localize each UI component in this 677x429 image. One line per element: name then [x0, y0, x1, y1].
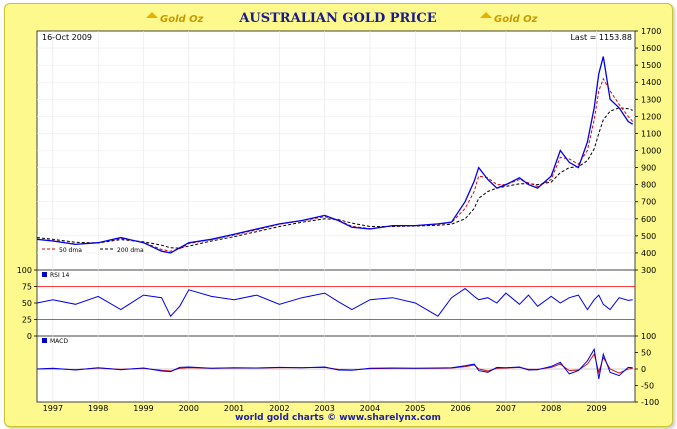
macd-tick-label: 50 — [641, 349, 651, 358]
y-tick-label: 1700 — [641, 27, 661, 36]
header-logo-right: Gold Oz — [480, 12, 538, 25]
tick-labels: 1997 1998 1999 2000 2001 2002 2003 2004 2005 2006… — [17, 27, 662, 413]
date-label: 16-Oct 2009 — [42, 33, 92, 42]
macd-label: MACD — [50, 338, 68, 345]
macd-tick-label: -100 — [641, 398, 659, 407]
grid — [37, 31, 635, 402]
y-tick-label: 1300 — [641, 95, 661, 104]
rsi-tick-label: 50 — [22, 299, 32, 308]
x-tick-label: 2009 — [586, 404, 606, 413]
x-tick-label: 2001 — [224, 404, 244, 413]
x-tick-label: 1999 — [133, 404, 153, 413]
rsi-legend-swatch — [42, 272, 47, 277]
x-tick-label: 2008 — [541, 404, 561, 413]
dma200-line — [36, 107, 633, 249]
y-tick-label: 1000 — [641, 147, 661, 156]
x-tick-label: 1998 — [88, 404, 108, 413]
series-group — [36, 56, 634, 379]
rsi-label: RSI 14 — [50, 272, 69, 279]
x-tick-label: 2004 — [360, 404, 380, 413]
page-title: AUSTRALIAN GOLD PRICE — [238, 11, 436, 26]
rsi-line — [36, 287, 633, 318]
y-tick-label: 1600 — [641, 44, 661, 53]
gold-ingot-icon — [146, 12, 158, 18]
macd-line — [36, 347, 633, 379]
x-tick-label: 2007 — [496, 404, 516, 413]
y-tick-label: 800 — [641, 181, 656, 190]
rsi-tick-label: 75 — [22, 283, 32, 292]
y-tick-label: 1100 — [641, 129, 661, 138]
header-logo-left: Gold Oz — [146, 12, 204, 25]
rsi-tick-label: 25 — [22, 316, 32, 325]
y-tick-label: 900 — [641, 164, 656, 173]
x-tick-label: 2005 — [405, 404, 425, 413]
last-price-label: Last = 1153.88 — [570, 33, 632, 42]
price-line — [36, 56, 634, 254]
macd-tick-label: 0 — [641, 365, 646, 374]
x-tick-label: 2003 — [314, 404, 334, 413]
y-tick-label: 500 — [641, 232, 656, 241]
legend: 50 dma 200 dma — [42, 247, 144, 254]
footer-credit: world gold charts © www.sharelynx.com — [235, 413, 441, 423]
macd-tick-label: 100 — [641, 332, 656, 341]
x-tick-label: 2000 — [179, 404, 199, 413]
y-tick-label: 300 — [641, 266, 656, 275]
y-tick-label: 1200 — [641, 112, 661, 121]
x-tick-label: 2002 — [269, 404, 289, 413]
y-tick-label: 1500 — [641, 61, 661, 70]
y-tick-label: 400 — [641, 249, 656, 258]
rsi-panel — [36, 269, 636, 337]
y-tick-label: 700 — [641, 198, 656, 207]
macd-tick-label: -50 — [641, 382, 654, 391]
legend-50dma-label: 50 dma — [59, 247, 82, 254]
logo-left-text: Gold Oz — [160, 14, 204, 25]
legend-200dma-label: 200 dma — [117, 247, 144, 254]
macd-legend-swatch — [42, 338, 47, 343]
y-tick-label: 600 — [641, 215, 656, 224]
x-tick-label: 1997 — [43, 404, 63, 413]
rsi-tick-label: 100 — [17, 266, 32, 275]
x-tick-label: 2006 — [450, 404, 470, 413]
logo-right-text: Gold Oz — [494, 14, 538, 25]
y-tick-label: 1400 — [641, 78, 661, 87]
gold-ingot-icon — [480, 12, 492, 18]
rsi-tick-label: 0 — [27, 332, 32, 341]
